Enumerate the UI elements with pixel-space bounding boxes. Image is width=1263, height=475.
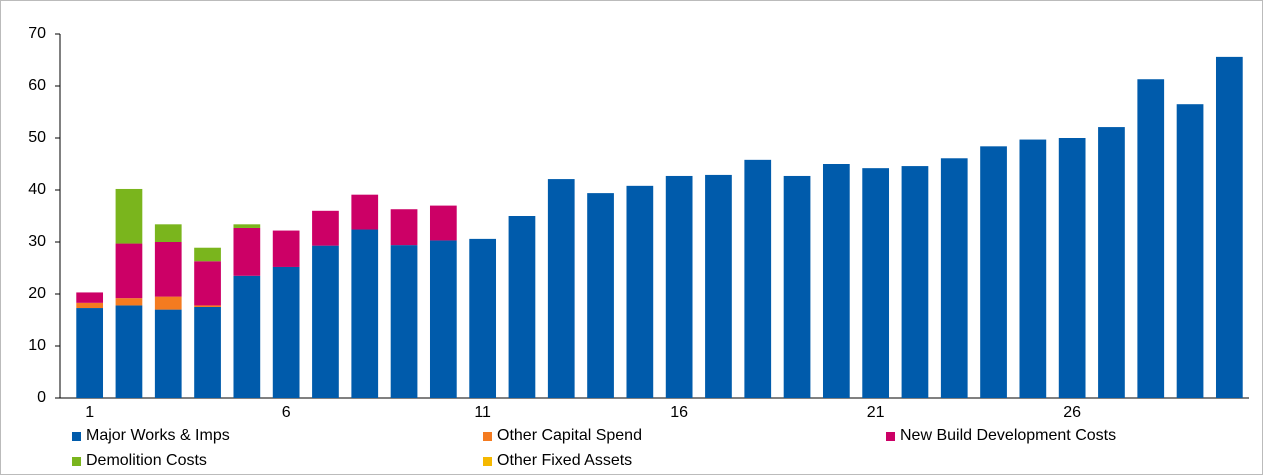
legend-swatch bbox=[886, 432, 895, 441]
x-tick-label: 11 bbox=[474, 404, 491, 421]
x-tick-label: 6 bbox=[282, 404, 291, 421]
bar-segment bbox=[115, 298, 143, 306]
legend-label: Major Works & Imps bbox=[86, 427, 230, 444]
legend-label: New Build Development Costs bbox=[900, 427, 1116, 444]
bar-segment bbox=[980, 146, 1007, 398]
bar-segment bbox=[508, 216, 536, 398]
bar-segment bbox=[233, 227, 261, 276]
legend-swatch bbox=[72, 432, 81, 441]
bar-segment bbox=[154, 309, 182, 398]
bar-segment bbox=[76, 308, 104, 398]
x-tick-label: 16 bbox=[670, 404, 688, 421]
bar-segment bbox=[429, 205, 457, 241]
bar-segment bbox=[233, 224, 261, 228]
bar-segment bbox=[115, 188, 143, 244]
y-tick-label: 50 bbox=[28, 129, 46, 146]
bar-segment bbox=[194, 305, 221, 307]
y-tick-label: 40 bbox=[28, 181, 46, 198]
legend-label: Other Capital Spend bbox=[497, 427, 642, 444]
bar-segment bbox=[272, 266, 300, 398]
bar-segment bbox=[626, 185, 654, 398]
y-tick-label: 60 bbox=[28, 77, 46, 94]
y-tick-label: 20 bbox=[28, 285, 46, 302]
bar-segment bbox=[351, 229, 379, 398]
bar-segment bbox=[862, 168, 890, 398]
bar-segment bbox=[1058, 138, 1086, 398]
bar-segment bbox=[194, 247, 221, 262]
bar-segment bbox=[233, 275, 261, 398]
legend-swatch bbox=[72, 457, 81, 466]
bar-segment bbox=[901, 166, 929, 398]
bar-segment bbox=[1098, 127, 1125, 398]
legend-label: Other Fixed Assets bbox=[497, 452, 632, 469]
bar-segment bbox=[587, 193, 614, 398]
bar-segment bbox=[705, 174, 732, 398]
bar-segment bbox=[390, 209, 418, 246]
bar-segment bbox=[1137, 79, 1165, 399]
y-tick-label: 0 bbox=[37, 389, 46, 406]
bar-segment bbox=[783, 175, 811, 398]
bar-segment bbox=[76, 302, 104, 309]
legend-swatch bbox=[483, 432, 492, 441]
bar-segment bbox=[429, 240, 457, 398]
x-tick-label: 26 bbox=[1063, 404, 1081, 421]
bar-segment bbox=[154, 242, 182, 297]
bar-segment bbox=[1019, 139, 1047, 398]
bar-segment bbox=[744, 159, 772, 398]
bar-segment bbox=[194, 261, 221, 306]
bar-segment bbox=[940, 158, 968, 398]
bar-segment bbox=[469, 238, 497, 398]
bar-segment bbox=[312, 245, 339, 398]
bar-segment bbox=[154, 296, 182, 310]
bar-segment bbox=[312, 210, 339, 246]
legend-swatch bbox=[483, 457, 492, 466]
y-tick-label: 10 bbox=[28, 337, 46, 354]
bar-segment bbox=[115, 305, 143, 398]
bar-segment bbox=[822, 164, 850, 398]
y-tick-label: 70 bbox=[28, 25, 46, 42]
bar-segment bbox=[194, 307, 221, 398]
x-tick-label: 1 bbox=[85, 404, 94, 421]
bar-segment bbox=[76, 292, 104, 303]
bar-segment bbox=[547, 179, 575, 398]
bar-segment bbox=[115, 243, 143, 299]
bar-segment bbox=[272, 230, 300, 267]
legend-label: Demolition Costs bbox=[86, 452, 207, 469]
bar-segment bbox=[351, 194, 379, 230]
bar-segment bbox=[390, 245, 418, 398]
bar-segment bbox=[665, 175, 693, 398]
bar-segment bbox=[1176, 104, 1204, 398]
bar-segment bbox=[154, 224, 182, 242]
y-tick-label: 30 bbox=[28, 233, 46, 250]
x-tick-label: 21 bbox=[867, 404, 885, 421]
bar-segment bbox=[1215, 56, 1243, 398]
